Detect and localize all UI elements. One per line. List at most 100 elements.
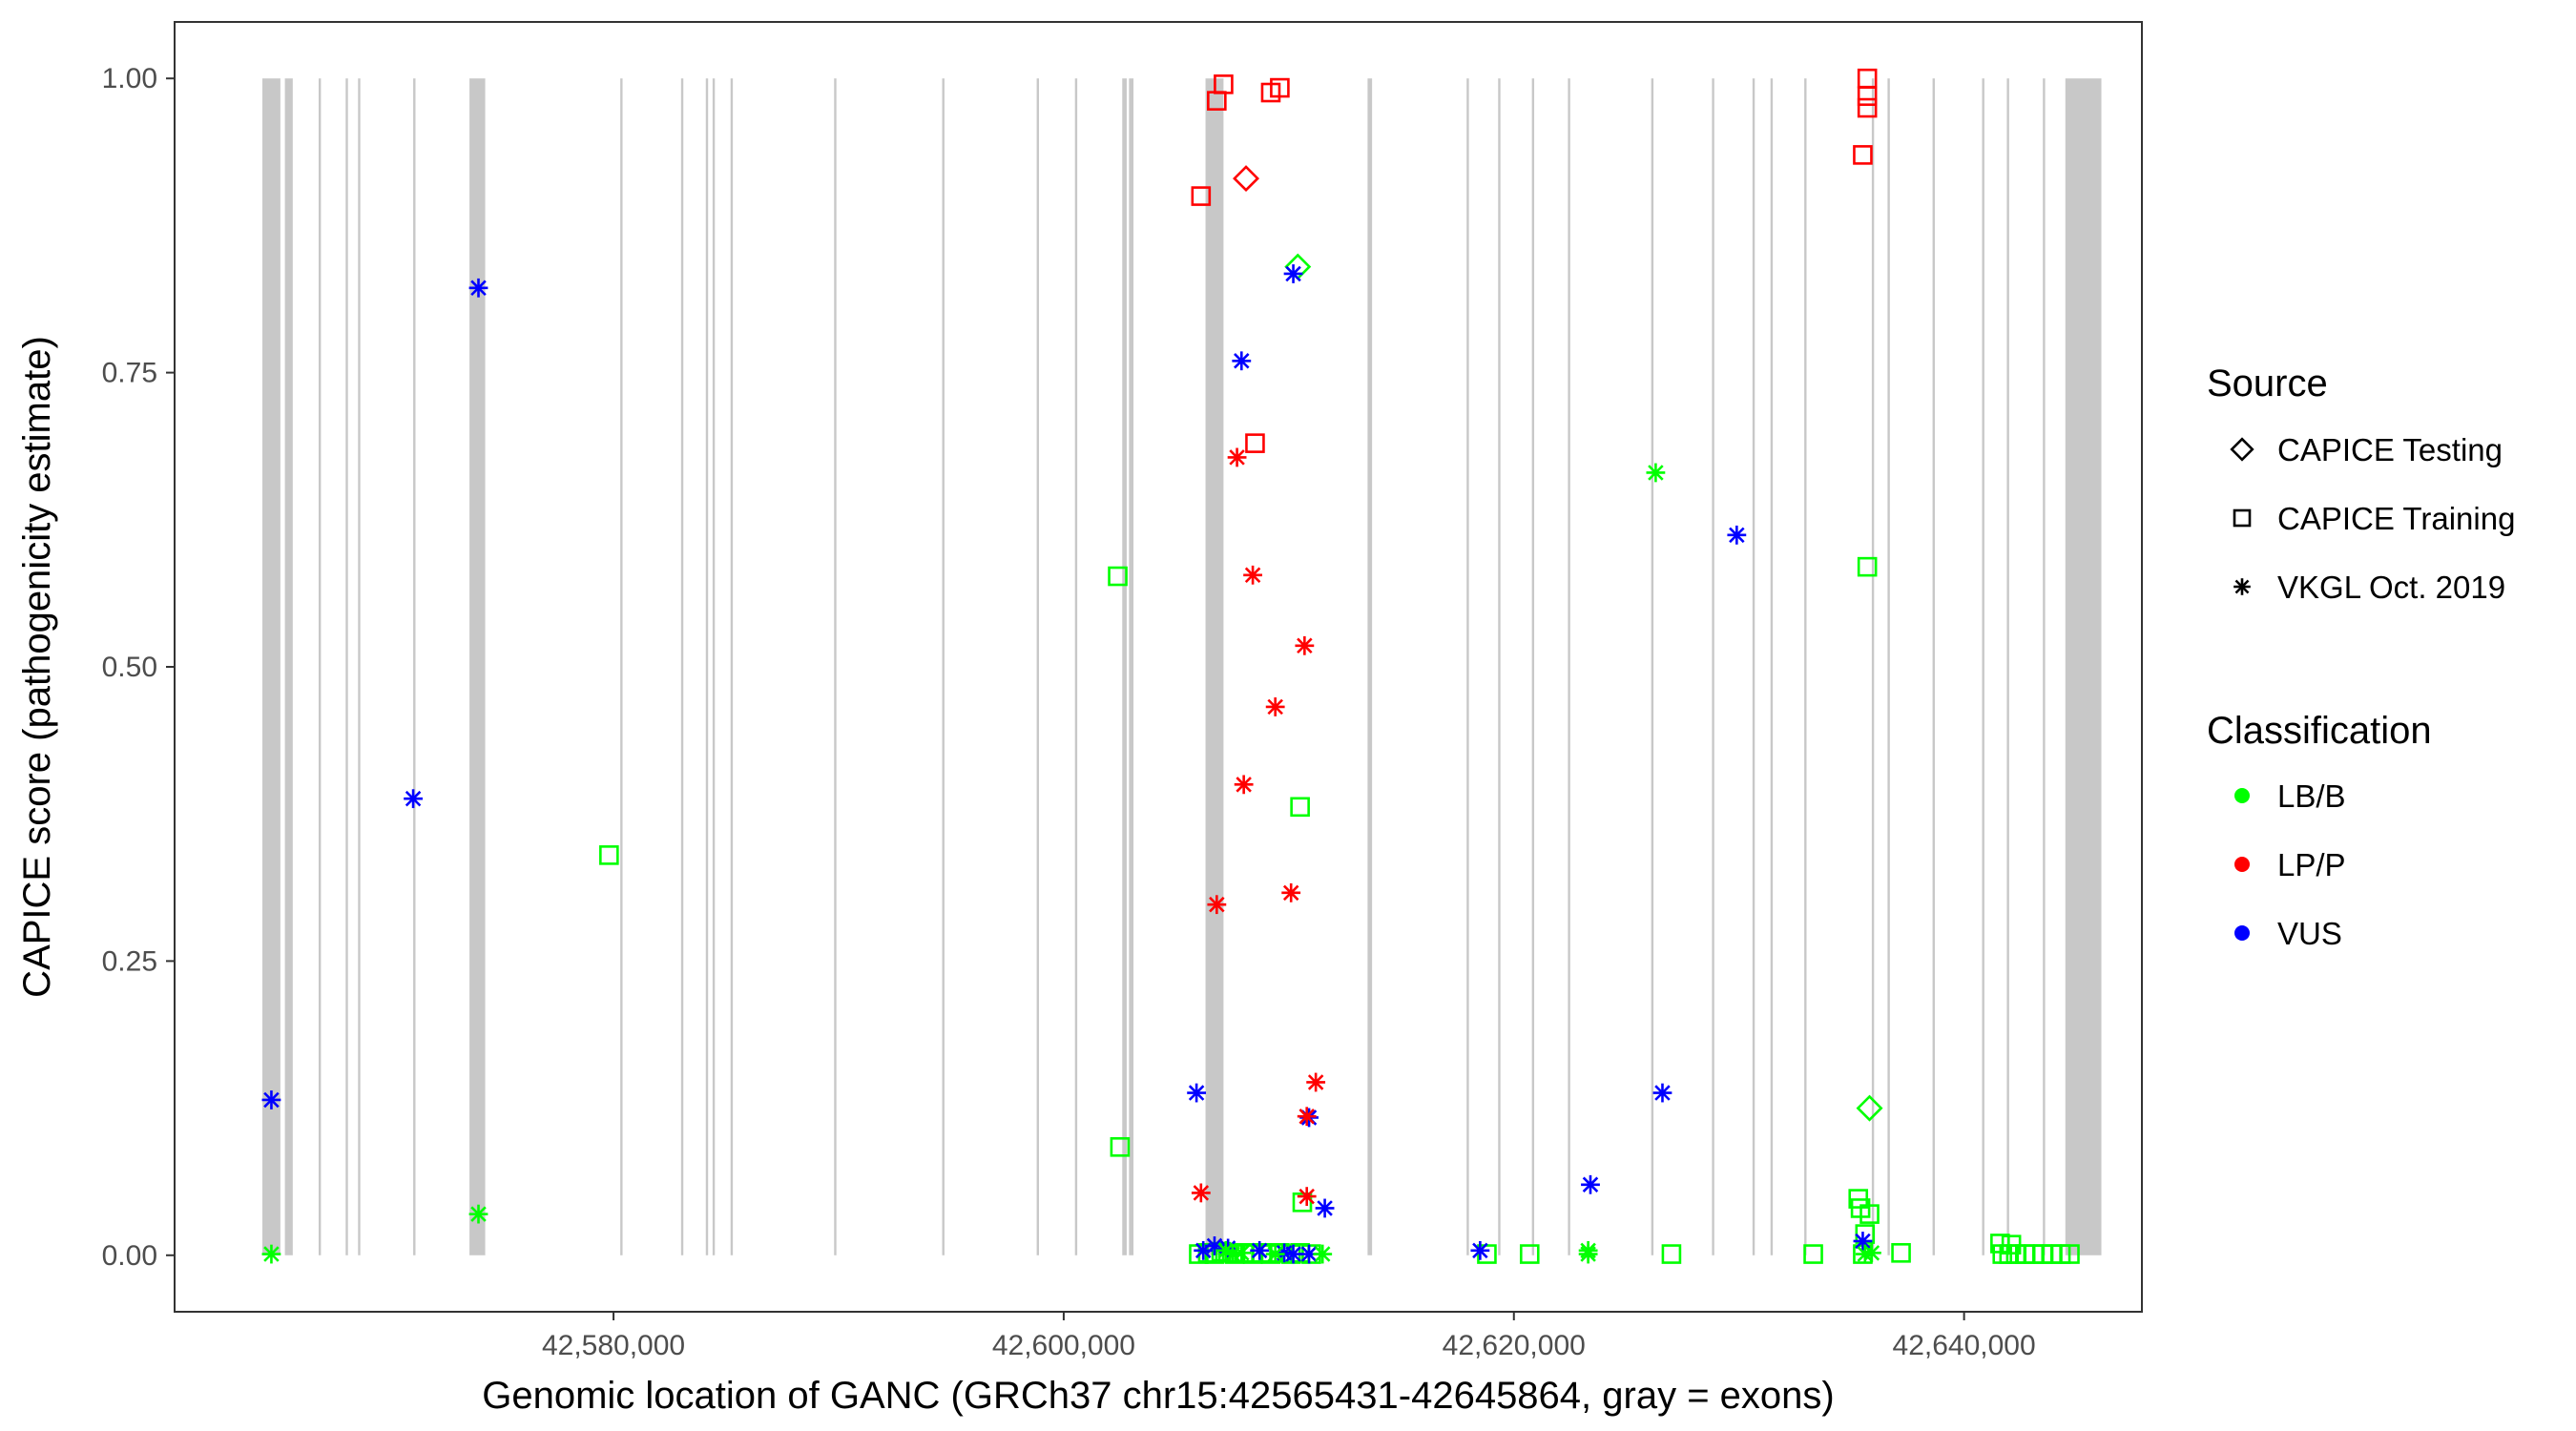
exon-band — [1982, 78, 1984, 1255]
data-point — [1470, 1240, 1490, 1260]
data-point — [1232, 351, 1252, 371]
data-point — [1661, 1244, 1682, 1264]
data-point — [1232, 1243, 1252, 1263]
y-tick-label: 0.75 — [102, 358, 157, 389]
data-point — [1283, 264, 1303, 283]
exon-band — [1122, 78, 1127, 1255]
legend-symbol-asterisk — [2233, 578, 2251, 595]
y-tick-label: 0.00 — [102, 1240, 157, 1272]
exon-band — [1651, 78, 1654, 1255]
data-point — [404, 789, 423, 809]
data-points — [261, 68, 2080, 1264]
data-point — [1191, 1183, 1211, 1203]
data-point — [1727, 525, 1747, 545]
data-point — [1859, 1204, 1880, 1224]
legend-dot — [2234, 925, 2250, 941]
data-point — [2060, 1244, 2080, 1264]
data-point — [1292, 1192, 1313, 1213]
data-point — [1857, 97, 1878, 118]
legend-class-label: LB/B — [2277, 778, 2346, 814]
exon-band — [705, 78, 709, 1255]
data-point — [1652, 1083, 1672, 1103]
data-point — [1194, 1240, 1214, 1260]
x-tick-label: 42,620,000 — [1443, 1330, 1586, 1361]
data-point — [1283, 1244, 1303, 1264]
data-point — [1581, 1174, 1600, 1194]
x-axis: 42,580,000 42,600,000 42,620,000 42,640,000 — [542, 1312, 2036, 1361]
data-point — [1233, 165, 1259, 193]
data-point — [1803, 1244, 1823, 1264]
x-tick-label: 42,640,000 — [1893, 1330, 2036, 1361]
data-point — [1306, 1072, 1326, 1092]
exon-band — [1887, 78, 1890, 1255]
legend-source-label: CAPICE Testing — [2277, 432, 2503, 467]
legend-dot — [2234, 788, 2250, 803]
data-point — [1234, 775, 1254, 795]
data-point — [468, 1204, 488, 1224]
exon-band — [620, 78, 623, 1255]
data-point — [1290, 797, 1310, 818]
data-point — [468, 278, 488, 298]
exon-band — [1770, 78, 1774, 1255]
y-axis: 0.00 0.25 0.50 0.75 1.00 — [102, 63, 175, 1272]
data-point — [1519, 1244, 1540, 1264]
data-point — [1250, 1240, 1270, 1260]
data-point — [261, 1090, 281, 1110]
legend-symbol-square — [2233, 508, 2252, 528]
data-point — [1861, 1243, 1881, 1263]
exon-band — [413, 78, 416, 1255]
y-tick-label: 1.00 — [102, 63, 157, 94]
exon-band — [680, 78, 684, 1255]
data-point — [1315, 1198, 1335, 1218]
y-axis-title: CAPICE score (pathogenicity estimate) — [16, 336, 58, 998]
exon-band — [2006, 78, 2009, 1255]
x-tick-label: 42,580,000 — [542, 1330, 685, 1361]
exon-band — [1568, 78, 1570, 1255]
exon-band — [1498, 78, 1501, 1255]
data-point — [1227, 447, 1247, 467]
data-point — [1853, 1232, 1873, 1251]
data-point — [1270, 77, 1290, 98]
exon-band — [469, 78, 486, 1255]
legend-classification-title: Classification — [2207, 710, 2432, 752]
x-tick-label: 42,600,000 — [992, 1330, 1135, 1361]
exon-band — [1932, 78, 1935, 1255]
data-point — [1207, 91, 1227, 111]
exon-band — [1036, 78, 1039, 1255]
data-point — [1856, 1094, 1883, 1122]
data-point — [1313, 1244, 1333, 1264]
exon-band — [1871, 78, 1875, 1255]
data-point — [1265, 697, 1285, 716]
legend-class-label: LP/P — [2277, 847, 2346, 882]
data-point — [1853, 145, 1873, 165]
data-point — [1857, 556, 1878, 577]
exon-band — [345, 78, 348, 1255]
legend-source-label: VKGL Oct. 2019 — [2277, 570, 2505, 605]
data-point — [1265, 1244, 1285, 1264]
exon-band — [318, 78, 322, 1255]
x-axis-title: Genomic location of GANC (GRCh37 chr15:4… — [482, 1375, 1834, 1417]
exon-band — [1074, 78, 1078, 1255]
y-tick-label: 0.25 — [102, 945, 157, 977]
legend-classification: Classification LB/B LP/P VUS — [2207, 710, 2432, 951]
exon-band — [942, 78, 945, 1255]
exon-band — [1712, 78, 1714, 1255]
legend-source: Source CAPICE Testing CAPICE Training VKGL… — [2207, 363, 2515, 605]
data-point — [1243, 565, 1262, 585]
exon-band — [1531, 78, 1535, 1255]
y-tick-label: 0.50 — [102, 652, 157, 683]
legend-dot — [2234, 857, 2250, 872]
exon-band — [1752, 78, 1755, 1255]
data-point — [261, 1244, 281, 1264]
data-point — [1108, 566, 1128, 587]
data-point — [1295, 635, 1315, 655]
data-point — [1187, 1083, 1207, 1103]
exon-bands — [262, 78, 2102, 1255]
exon-band — [358, 78, 361, 1255]
exon-band — [1804, 78, 1807, 1255]
data-point — [1207, 895, 1227, 915]
data-point — [1191, 186, 1212, 206]
exon-band — [834, 78, 837, 1255]
exon-band — [1466, 78, 1469, 1255]
exon-band — [712, 78, 716, 1255]
